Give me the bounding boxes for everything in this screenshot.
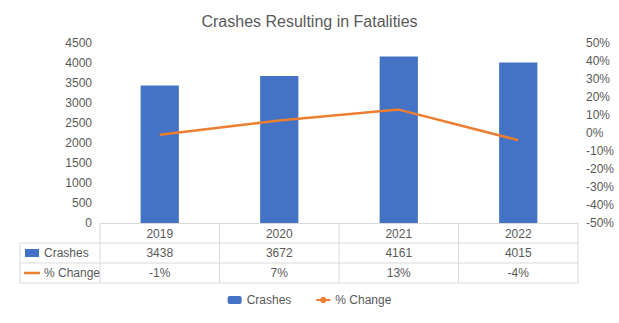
svg-text:40%: 40%	[586, 54, 610, 68]
svg-text:2019: 2019	[146, 227, 173, 241]
svg-text:Crashes: Crashes	[44, 246, 89, 260]
svg-text:50%: 50%	[586, 36, 610, 50]
svg-text:-1%: -1%	[149, 266, 171, 280]
svg-text:3000: 3000	[65, 96, 92, 110]
svg-text:Crashes Resulting in Fatalitie: Crashes Resulting in Fatalities	[201, 13, 417, 30]
svg-text:2000: 2000	[65, 136, 92, 150]
svg-text:% Change: % Change	[335, 293, 391, 307]
svg-text:Crashes: Crashes	[247, 293, 292, 307]
svg-text:-50%: -50%	[586, 216, 614, 230]
svg-text:1500: 1500	[65, 156, 92, 170]
svg-text:0: 0	[85, 216, 92, 230]
svg-text:1000: 1000	[65, 176, 92, 190]
svg-text:10%: 10%	[586, 108, 610, 122]
svg-text:0%: 0%	[586, 126, 604, 140]
svg-text:13%: 13%	[387, 266, 411, 280]
svg-text:30%: 30%	[586, 72, 610, 86]
svg-text:7%: 7%	[271, 266, 289, 280]
svg-text:4015: 4015	[505, 246, 532, 260]
svg-text:2022: 2022	[505, 227, 532, 241]
svg-text:4161: 4161	[385, 246, 412, 260]
svg-text:-40%: -40%	[586, 198, 614, 212]
svg-text:2500: 2500	[65, 116, 92, 130]
svg-text:4000: 4000	[65, 56, 92, 70]
svg-text:-4%: -4%	[508, 266, 530, 280]
svg-text:% Change: % Change	[44, 266, 100, 280]
svg-text:3500: 3500	[65, 76, 92, 90]
svg-text:20%: 20%	[586, 90, 610, 104]
svg-text:4500: 4500	[65, 36, 92, 50]
svg-text:-30%: -30%	[586, 180, 614, 194]
svg-text:-20%: -20%	[586, 162, 614, 176]
svg-text:2020: 2020	[266, 227, 293, 241]
svg-text:3672: 3672	[266, 246, 293, 260]
svg-text:500: 500	[72, 196, 92, 210]
svg-text:3438: 3438	[146, 246, 173, 260]
svg-text:-10%: -10%	[586, 144, 614, 158]
svg-text:2021: 2021	[385, 227, 412, 241]
